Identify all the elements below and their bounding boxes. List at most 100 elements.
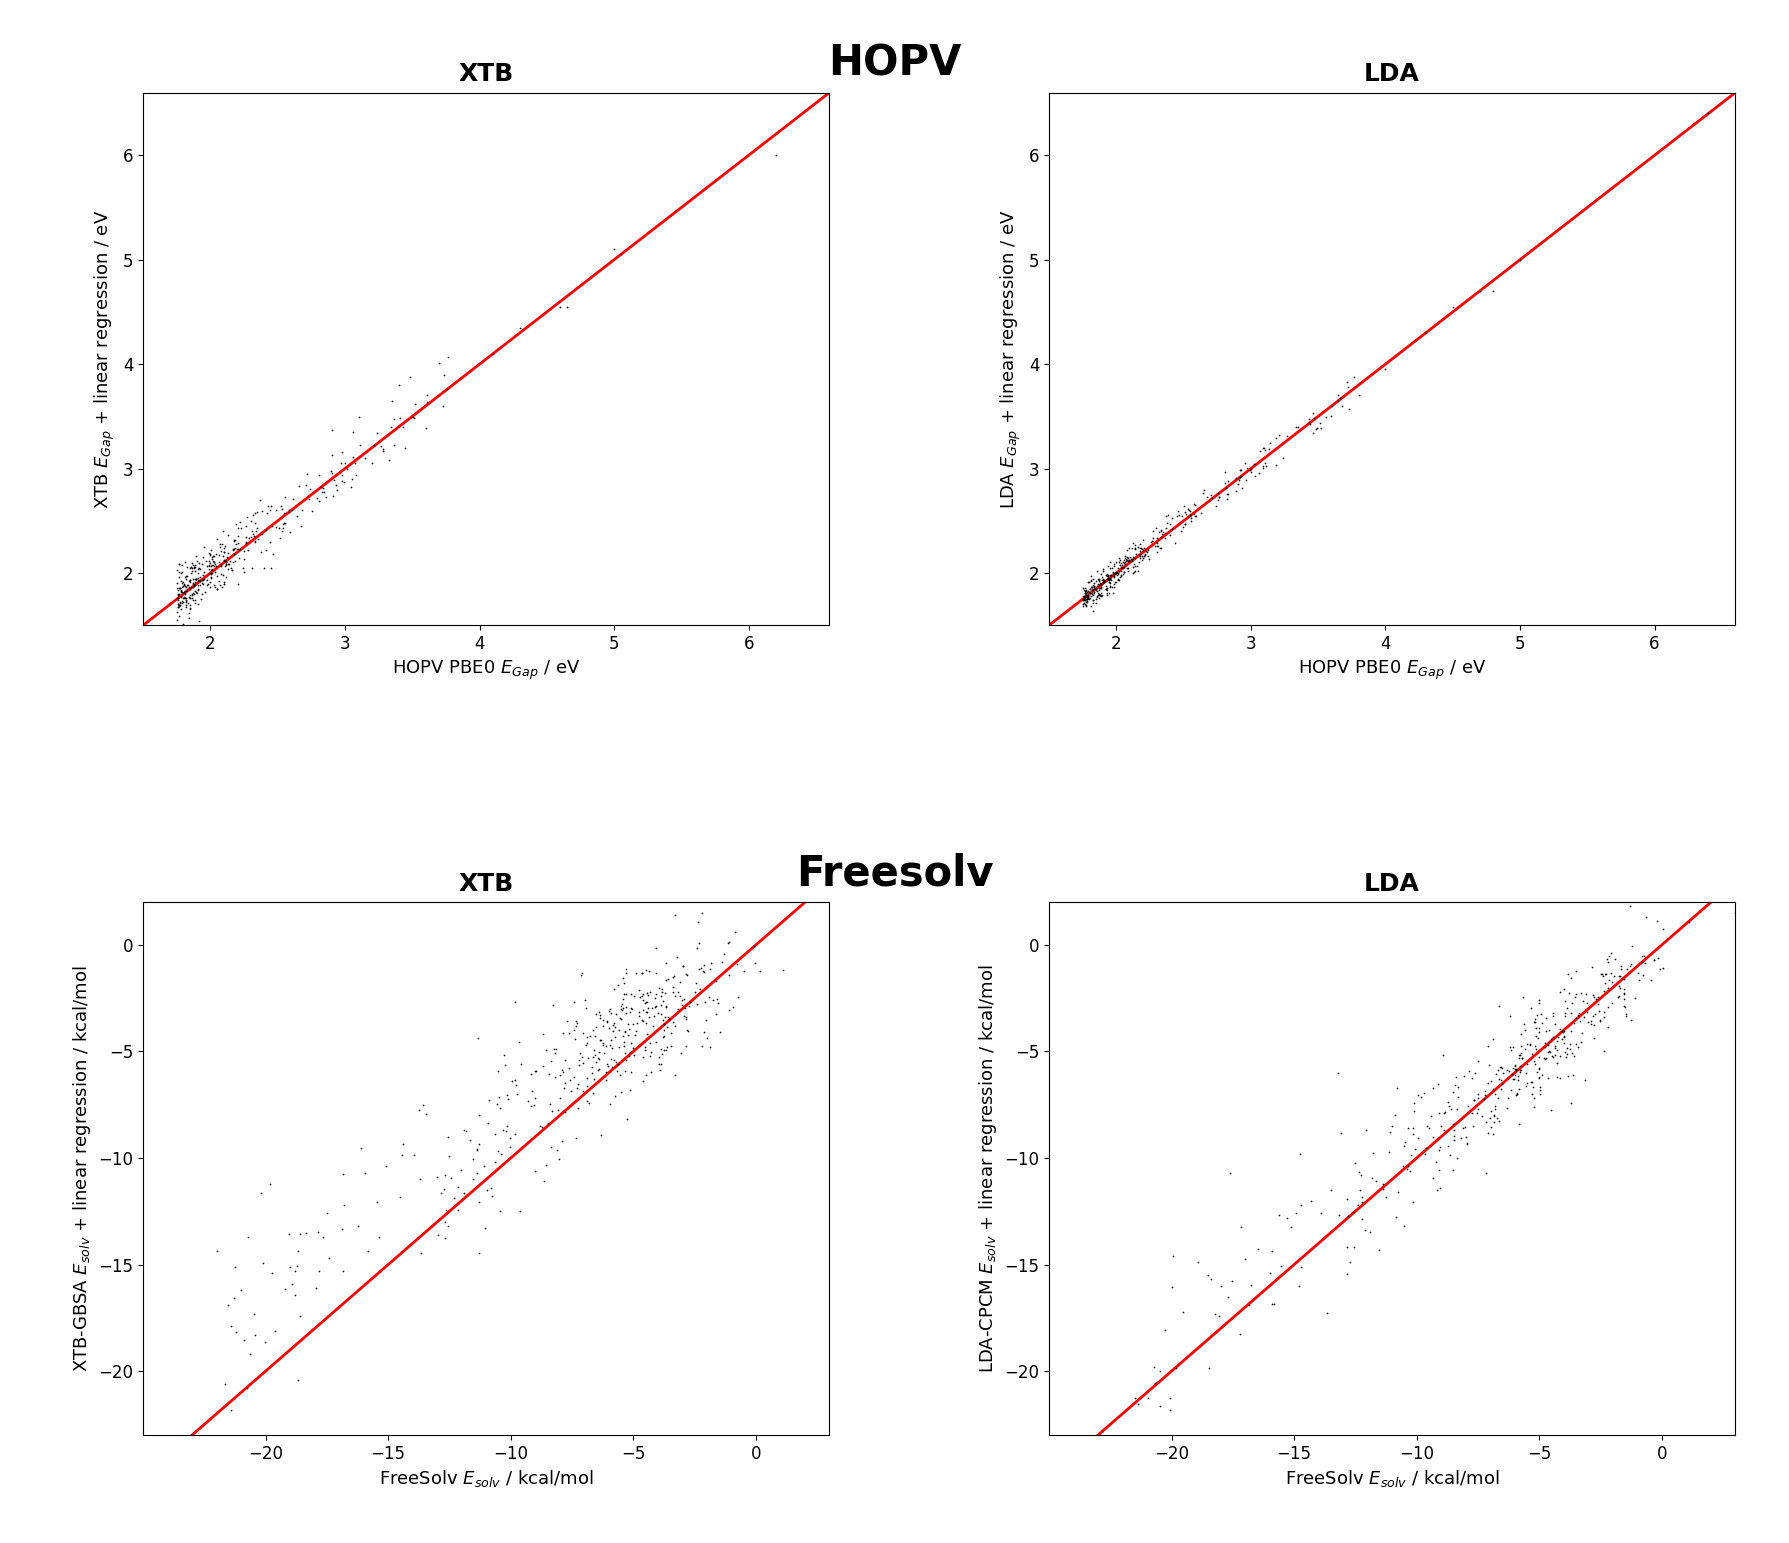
Point (1140, 1355, 1168, 1379)
Point (1245, 438, 1274, 463)
Point (1295, 412, 1324, 437)
Point (1429, 1100, 1458, 1125)
Point (1467, 1105, 1496, 1129)
Point (648, 983, 676, 1008)
Point (1243, 1236, 1272, 1261)
Point (1109, 555, 1138, 580)
Point (252, 501, 281, 526)
Point (422, 1165, 451, 1190)
Point (1081, 577, 1109, 602)
Point (632, 1011, 660, 1035)
Point (379, 434, 408, 458)
Point (261, 1319, 290, 1344)
Point (177, 576, 206, 600)
Point (247, 498, 276, 523)
Point (1615, 893, 1644, 918)
Point (637, 1060, 666, 1085)
Point (1422, 1150, 1451, 1174)
Point (166, 597, 195, 622)
Text: HOPV: HOPV (828, 43, 961, 85)
Point (1088, 562, 1116, 586)
Point (258, 514, 286, 539)
Point (642, 935, 671, 960)
Point (181, 569, 209, 594)
Point (1605, 975, 1633, 1000)
Point (564, 1096, 592, 1120)
Point (165, 594, 193, 619)
Point (1122, 532, 1150, 557)
Point (1612, 1001, 1641, 1026)
Point (1079, 583, 1107, 608)
Point (1535, 1029, 1564, 1054)
Point (1075, 569, 1104, 594)
Point (1524, 988, 1553, 1012)
Point (433, 346, 462, 370)
Point (1113, 555, 1141, 580)
Point (1524, 1055, 1553, 1080)
Point (1118, 545, 1147, 569)
Point (1081, 569, 1109, 594)
Point (725, 984, 753, 1009)
Point (1141, 1370, 1170, 1395)
Point (1093, 576, 1122, 600)
Point (197, 562, 225, 586)
Point (1589, 1004, 1617, 1029)
Point (200, 554, 229, 579)
Point (1077, 568, 1106, 593)
Point (1471, 1079, 1499, 1103)
Point (1081, 574, 1109, 599)
Point (1401, 1137, 1429, 1162)
Point (542, 1137, 571, 1162)
Point (696, 950, 725, 975)
Point (1113, 546, 1141, 571)
Point (197, 557, 225, 582)
Point (1492, 1096, 1521, 1120)
Point (1077, 577, 1106, 602)
Point (1072, 580, 1100, 605)
Point (490, 1042, 519, 1066)
Point (1082, 585, 1111, 609)
Point (1113, 549, 1141, 574)
Point (195, 540, 224, 565)
Point (166, 579, 195, 603)
Point (1485, 1066, 1513, 1091)
Point (274, 498, 302, 523)
Point (649, 1018, 678, 1043)
Point (1564, 1003, 1592, 1028)
Point (1372, 1185, 1401, 1210)
Point (1088, 580, 1116, 605)
Point (1481, 1097, 1510, 1122)
Point (669, 988, 698, 1012)
Point (1526, 1082, 1555, 1106)
Point (1107, 555, 1136, 580)
Point (1587, 961, 1615, 986)
Point (172, 588, 200, 613)
Point (318, 483, 347, 508)
Point (1098, 560, 1127, 585)
Point (1453, 1129, 1481, 1154)
Point (186, 557, 215, 582)
Point (1335, 375, 1363, 400)
Point (1249, 435, 1277, 460)
Point (1472, 1160, 1501, 1185)
Point (1211, 475, 1240, 500)
Point (1256, 437, 1285, 461)
Point (250, 1330, 279, 1355)
Point (240, 1302, 268, 1327)
Point (1097, 566, 1125, 591)
Point (1082, 577, 1111, 602)
Point (1102, 569, 1131, 594)
Point (304, 1259, 333, 1284)
Point (1333, 1234, 1361, 1259)
Point (1256, 1261, 1285, 1285)
Point (1524, 1015, 1553, 1040)
Point (1333, 1204, 1361, 1228)
Point (1440, 1125, 1469, 1150)
Point (224, 537, 252, 562)
Point (701, 1001, 730, 1026)
Point (1163, 503, 1191, 528)
Point (163, 571, 191, 596)
Point (1190, 478, 1218, 503)
Point (610, 986, 639, 1011)
Point (1547, 1026, 1576, 1051)
